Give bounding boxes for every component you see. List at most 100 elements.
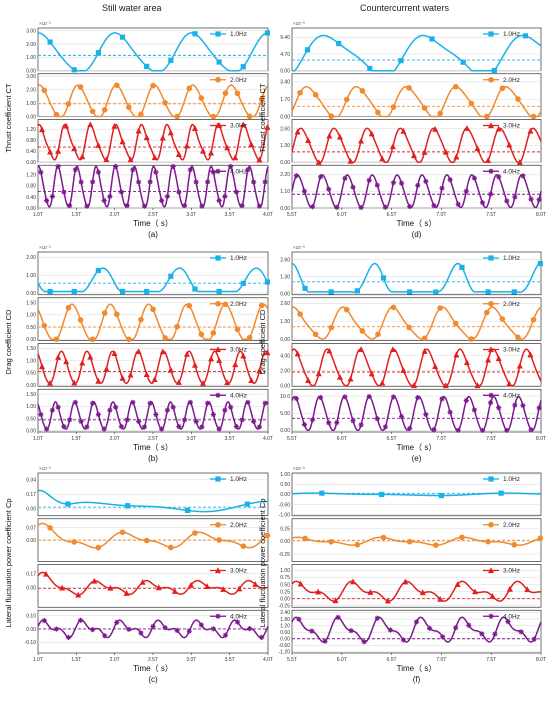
data-point-marker (71, 288, 77, 295)
data-point-marker (431, 202, 437, 209)
data-point-marker (130, 399, 136, 405)
y-tick-label: 0.00 (26, 291, 36, 297)
x-tick-label: 1.0T (33, 436, 43, 442)
series-line (291, 86, 542, 118)
data-point-marker (439, 396, 445, 402)
data-point-marker (187, 167, 193, 173)
data-point-marker (199, 424, 205, 430)
data-point-marker (79, 153, 86, 160)
panel-caption: (f) (413, 675, 421, 684)
y-tick-label: 0.00 (26, 114, 36, 120)
data-point-marker (210, 626, 216, 632)
data-point-marker (118, 189, 124, 195)
data-point-marker (192, 31, 198, 37)
data-point-marker (415, 394, 421, 401)
x-tick-label: 2.0T (110, 657, 120, 663)
data-point-marker (495, 125, 502, 132)
x-tick-label: 1.5T (71, 657, 81, 663)
y-tick-label: 0.34 (26, 478, 36, 484)
data-point-marker (171, 588, 178, 594)
data-point-marker (335, 614, 341, 620)
data-point-marker (432, 125, 439, 132)
subplot-frame (291, 609, 542, 654)
data-point-marker (47, 288, 53, 295)
data-point-marker (499, 85, 506, 92)
data-point-marker (301, 421, 308, 428)
y-tick-label: 0.00 (280, 206, 290, 212)
data-point-marker (382, 424, 388, 430)
data-point-marker (390, 394, 397, 400)
data-point-marker (247, 626, 253, 632)
x-tick-label: 7.0T (436, 657, 446, 663)
data-point-marker (41, 87, 48, 94)
data-point-marker (439, 185, 445, 191)
series-line (37, 32, 269, 72)
data-point-marker (302, 535, 308, 542)
data-point-marker (215, 168, 221, 174)
y-tick-label: 0.00 (280, 637, 290, 643)
data-point-marker (328, 324, 335, 331)
data-point-marker (336, 133, 343, 140)
data-point-marker (354, 288, 360, 294)
data-point-marker (136, 179, 142, 185)
y-tick-label: 0.00 (280, 291, 290, 297)
data-point-marker (245, 399, 251, 405)
subplot-frame (291, 297, 542, 341)
data-point-marker (400, 127, 407, 134)
data-point-marker (170, 404, 176, 410)
data-point-marker (216, 357, 223, 363)
data-point-marker (59, 584, 66, 591)
data-point-marker (366, 177, 372, 183)
data-point-marker (102, 633, 108, 639)
y-tick-label: 1.00 (26, 55, 36, 61)
data-point-marker (359, 328, 366, 334)
data-point-marker (358, 137, 365, 144)
y-axis-label: Drag coefficient CD (4, 309, 13, 374)
data-point-marker (77, 317, 84, 323)
data-point-marker (183, 350, 190, 357)
y-tick-label: 2.20 (280, 172, 290, 178)
data-point-marker (488, 122, 494, 129)
data-point-marker (191, 361, 198, 368)
data-point-marker (515, 334, 521, 341)
data-point-marker (342, 175, 348, 181)
data-point-marker (101, 310, 108, 316)
data-point-marker (174, 113, 180, 120)
data-point-marker (518, 629, 524, 635)
data-point-marker (336, 374, 343, 380)
legend-label: 1.0Hz (230, 31, 247, 38)
legend-label: 3.0Hz (230, 347, 247, 354)
scale-factor-label: ×10⁻³ (293, 466, 305, 471)
x-tick-label: 5.5T (287, 657, 297, 663)
x-tick-label: 3.0T (186, 657, 196, 663)
series-line (291, 306, 542, 340)
data-point-marker (55, 404, 61, 410)
data-point-marker (380, 534, 387, 541)
data-point-marker (496, 174, 502, 180)
data-point-marker (164, 193, 170, 200)
data-point-marker (103, 156, 110, 163)
series-line (291, 348, 542, 387)
data-point-marker (144, 288, 150, 295)
legend-label: 3.0Hz (503, 347, 520, 354)
y-tick-label: 0.00 (280, 383, 290, 389)
data-point-marker (479, 427, 486, 433)
data-point-marker (305, 137, 312, 143)
data-point-marker (215, 521, 221, 528)
data-point-marker (487, 191, 494, 197)
data-point-marker (262, 400, 268, 406)
data-point-marker (138, 630, 144, 636)
data-point-marker (488, 346, 494, 353)
data-point-marker (437, 110, 443, 117)
data-point-marker (530, 316, 537, 323)
data-point-marker (215, 567, 221, 574)
data-point-marker (41, 618, 47, 624)
data-point-marker (91, 577, 98, 584)
data-point-marker (406, 324, 412, 331)
data-point-marker (305, 377, 312, 383)
data-point-marker (71, 145, 78, 152)
data-point-marker (309, 204, 316, 210)
data-point-marker (198, 622, 204, 628)
